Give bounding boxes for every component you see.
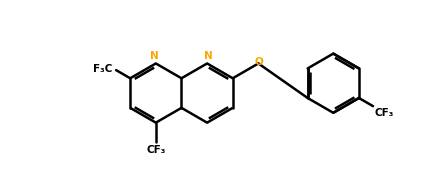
Text: F₃C: F₃C xyxy=(93,64,112,74)
Text: N: N xyxy=(151,51,159,61)
Text: N: N xyxy=(204,51,212,61)
Text: O: O xyxy=(255,58,264,67)
Text: CF₃: CF₃ xyxy=(375,108,394,118)
Text: CF₃: CF₃ xyxy=(146,145,166,155)
